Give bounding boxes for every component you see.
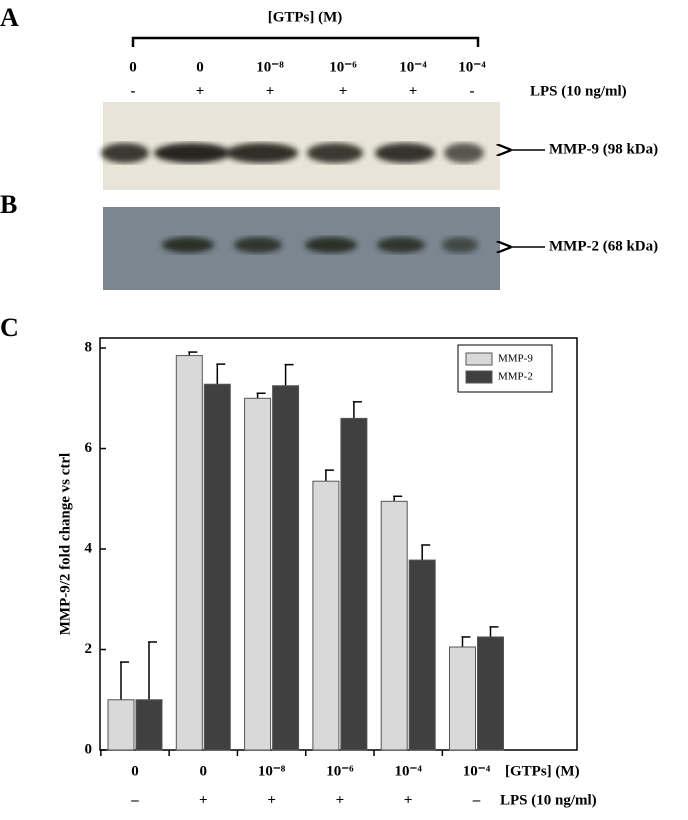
panel-label: B (0, 190, 17, 219)
bar (312, 480, 340, 751)
x-axis-label: [GTPs] (M) (505, 763, 580, 779)
lane-concentration: 0 (196, 59, 204, 75)
band (377, 237, 425, 253)
band (442, 237, 478, 253)
bar (272, 385, 300, 751)
x-tick-label: 10⁻⁶ (326, 763, 354, 779)
bar (477, 636, 504, 751)
lps-label: LPS (10 ng/ml) (500, 792, 597, 808)
bar (340, 417, 368, 751)
bar (203, 383, 231, 751)
lane-lps: - (131, 83, 136, 99)
lps-sign: + (336, 792, 345, 808)
band (162, 237, 214, 253)
blot-b (103, 207, 500, 290)
lps-sign: + (267, 792, 276, 808)
lane-lps: + (266, 83, 275, 99)
legend-label: MMP-9 (498, 353, 533, 365)
y-tick-label: 6 (85, 440, 93, 456)
x-tick-label: 10⁻⁴ (394, 763, 422, 779)
x-tick-label: 0 (200, 763, 208, 779)
lps-sign: – (472, 792, 481, 808)
band-label: MMP-9 (98 kDa) (549, 141, 658, 157)
lane-concentration: 10⁻⁴ (399, 59, 427, 75)
band-label: MMP-2 (68 kDa) (549, 238, 658, 254)
bar (244, 397, 272, 751)
bar (107, 699, 135, 751)
y-tick-label: 4 (85, 540, 93, 556)
legend-swatch (465, 352, 493, 366)
y-tick-label: 0 (85, 741, 93, 757)
bands (101, 143, 484, 253)
bar (175, 355, 203, 751)
lps-sign: + (199, 792, 208, 808)
blot-header: [GTPs] (M) (268, 9, 343, 25)
y-tick-label: 8 (85, 339, 93, 355)
lane-lps: + (339, 83, 348, 99)
lane-lps: + (196, 83, 205, 99)
bar (408, 559, 436, 751)
legend-label: MMP-2 (498, 371, 533, 383)
lane-lps: - (470, 83, 475, 99)
lane-concentration: 10⁻⁶ (329, 59, 357, 75)
band (101, 143, 149, 163)
lps-sign: + (404, 792, 413, 808)
legend-swatch (465, 370, 493, 384)
band (154, 143, 230, 163)
band (307, 143, 363, 163)
bracket (131, 36, 480, 47)
x-tick-label: 10⁻⁸ (258, 763, 286, 779)
lane-concentration: 10⁻⁸ (256, 59, 284, 75)
y-axis-label: MMP-9/2 fold change vs ctrl (57, 453, 73, 635)
y-tick-label: 2 (85, 641, 93, 657)
bar (380, 500, 408, 751)
lps-sign: – (130, 792, 139, 808)
bar (135, 699, 163, 751)
band (444, 143, 484, 163)
x-tick-label: 0 (131, 763, 139, 779)
band (305, 237, 357, 253)
bar (449, 646, 476, 751)
treatment-label: LPS (10 ng/ml) (530, 83, 627, 99)
band (226, 143, 298, 163)
lane-concentration: 0 (129, 59, 137, 75)
blot-a (103, 102, 500, 190)
x-tick-label: 10⁻⁴ (463, 763, 491, 779)
band (375, 143, 435, 163)
panel-label: A (0, 3, 19, 32)
lane-concentration: 10⁻⁴ (458, 59, 486, 75)
band (234, 237, 282, 253)
panel-label: C (0, 313, 19, 342)
lane-lps: + (409, 83, 418, 99)
